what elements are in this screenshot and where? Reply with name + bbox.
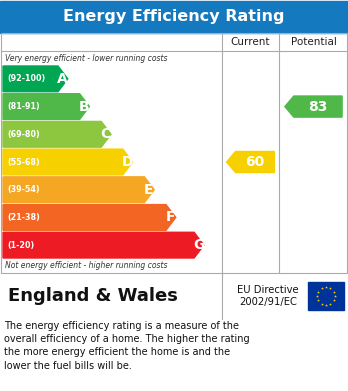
- Bar: [0, 33, 348, 273]
- Text: F: F: [166, 210, 175, 224]
- Polygon shape: [3, 177, 154, 203]
- Text: G: G: [193, 238, 204, 252]
- Text: (69-80): (69-80): [7, 130, 40, 139]
- Polygon shape: [3, 122, 111, 147]
- Text: Potential: Potential: [291, 37, 337, 47]
- Text: (81-91): (81-91): [7, 102, 40, 111]
- Text: 60: 60: [245, 155, 264, 169]
- Polygon shape: [3, 204, 176, 230]
- Polygon shape: [285, 96, 342, 117]
- Text: England & Wales: England & Wales: [8, 287, 178, 305]
- Polygon shape: [3, 232, 204, 258]
- Text: Very energy efficient - lower running costs: Very energy efficient - lower running co…: [5, 54, 167, 63]
- Bar: [308, 282, 344, 310]
- Text: Current: Current: [231, 37, 270, 47]
- Text: (39-54): (39-54): [7, 185, 40, 194]
- Text: A: A: [57, 72, 68, 86]
- Text: B: B: [79, 100, 89, 113]
- Bar: [0, 1, 348, 33]
- Bar: [1, 273, 347, 319]
- Text: D: D: [121, 155, 133, 169]
- Text: The energy efficiency rating is a measure of the
overall efficiency of a home. T: The energy efficiency rating is a measur…: [4, 321, 250, 371]
- Text: E: E: [144, 183, 153, 197]
- Text: 83: 83: [308, 100, 327, 113]
- Text: Energy Efficiency Rating: Energy Efficiency Rating: [63, 9, 285, 25]
- Text: EU Directive
2002/91/EC: EU Directive 2002/91/EC: [237, 285, 299, 307]
- Bar: [1, 33, 347, 273]
- Polygon shape: [3, 149, 133, 175]
- Polygon shape: [3, 94, 89, 119]
- Text: (1-20): (1-20): [7, 240, 34, 249]
- Text: (21-38): (21-38): [7, 213, 40, 222]
- Polygon shape: [227, 151, 274, 172]
- Text: C: C: [101, 127, 111, 141]
- Text: (92-100): (92-100): [7, 74, 45, 83]
- Text: Not energy efficient - higher running costs: Not energy efficient - higher running co…: [5, 261, 167, 270]
- Text: (55-68): (55-68): [7, 158, 40, 167]
- Polygon shape: [3, 66, 68, 92]
